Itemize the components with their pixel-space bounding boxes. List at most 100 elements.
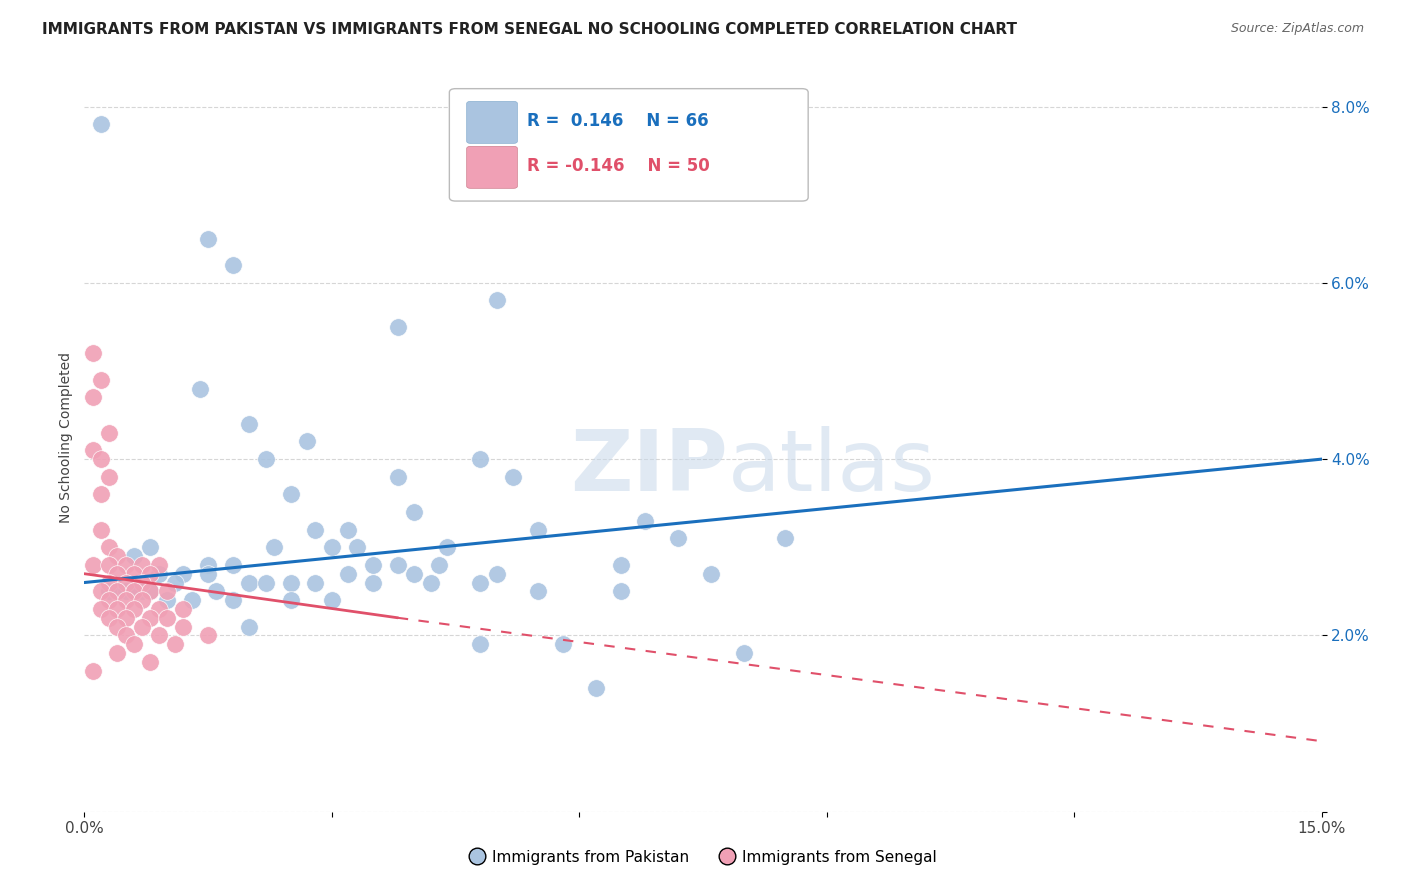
Point <box>105 584 128 599</box>
Point <box>775 532 797 546</box>
Point <box>105 646 128 660</box>
Point <box>361 575 384 590</box>
Point <box>156 611 179 625</box>
Point <box>105 619 128 633</box>
Point <box>470 637 492 651</box>
Legend: Immigrants from Pakistan, Immigrants from Senegal: Immigrants from Pakistan, Immigrants fro… <box>463 844 943 871</box>
Point <box>165 637 187 651</box>
Point <box>90 117 112 131</box>
Point <box>222 593 245 607</box>
Point <box>139 611 162 625</box>
Point <box>733 646 755 660</box>
Point <box>304 575 326 590</box>
Point <box>114 575 136 590</box>
Point <box>148 628 170 642</box>
Point <box>90 487 112 501</box>
Point <box>156 593 179 607</box>
Point <box>634 514 657 528</box>
Point <box>502 469 524 483</box>
Point <box>280 575 302 590</box>
Point <box>197 558 219 572</box>
Text: atlas: atlas <box>728 425 936 508</box>
Point <box>114 611 136 625</box>
Point <box>197 628 219 642</box>
Point <box>105 549 128 563</box>
Point <box>304 523 326 537</box>
Point <box>105 602 128 616</box>
Point <box>551 637 574 651</box>
Point <box>222 258 245 272</box>
Point <box>205 584 228 599</box>
Point <box>98 558 121 572</box>
FancyBboxPatch shape <box>450 88 808 201</box>
Point <box>172 619 194 633</box>
Point <box>238 575 260 590</box>
Point <box>197 566 219 581</box>
Point <box>180 593 202 607</box>
Point <box>609 558 631 572</box>
Point <box>122 566 145 581</box>
Point <box>131 575 153 590</box>
Point <box>436 541 458 555</box>
Point <box>90 584 112 599</box>
Point <box>114 593 136 607</box>
Point <box>139 541 162 555</box>
Point <box>131 558 153 572</box>
Point <box>90 523 112 537</box>
Point <box>82 558 104 572</box>
FancyBboxPatch shape <box>467 102 517 144</box>
Point <box>131 593 153 607</box>
Point <box>139 584 162 599</box>
Point <box>139 655 162 669</box>
Point <box>263 541 285 555</box>
Point <box>387 469 409 483</box>
Point <box>585 681 607 696</box>
Point <box>122 549 145 563</box>
Point <box>122 602 145 616</box>
Point <box>280 593 302 607</box>
Point <box>470 452 492 467</box>
Point <box>404 566 426 581</box>
Point <box>98 584 121 599</box>
Point <box>280 487 302 501</box>
Point <box>222 558 245 572</box>
Text: ZIP: ZIP <box>569 425 728 508</box>
Point <box>254 575 277 590</box>
Point <box>404 505 426 519</box>
Point <box>98 469 121 483</box>
Point <box>122 584 145 599</box>
Point <box>114 584 136 599</box>
Point <box>172 566 194 581</box>
Point <box>485 293 508 308</box>
Point <box>82 664 104 678</box>
Point <box>148 558 170 572</box>
Point <box>172 602 194 616</box>
Point <box>105 584 128 599</box>
Point <box>82 391 104 405</box>
Point <box>419 575 441 590</box>
Point <box>609 584 631 599</box>
Point <box>197 232 219 246</box>
Point <box>148 566 170 581</box>
Point <box>337 523 360 537</box>
Point <box>131 619 153 633</box>
Point <box>666 532 689 546</box>
Point <box>470 575 492 590</box>
Point <box>148 602 170 616</box>
Text: R =  0.146    N = 66: R = 0.146 N = 66 <box>527 112 709 130</box>
Point <box>387 319 409 334</box>
Point <box>139 584 162 599</box>
Point <box>485 566 508 581</box>
Point <box>254 452 277 467</box>
FancyBboxPatch shape <box>467 146 517 188</box>
Point <box>321 541 343 555</box>
Point <box>105 566 128 581</box>
Point <box>122 637 145 651</box>
Point <box>98 593 121 607</box>
Text: R = -0.146    N = 50: R = -0.146 N = 50 <box>527 157 710 175</box>
Point <box>82 443 104 458</box>
Point <box>165 575 187 590</box>
Point <box>114 628 136 642</box>
Point <box>131 584 153 599</box>
Point <box>90 373 112 387</box>
